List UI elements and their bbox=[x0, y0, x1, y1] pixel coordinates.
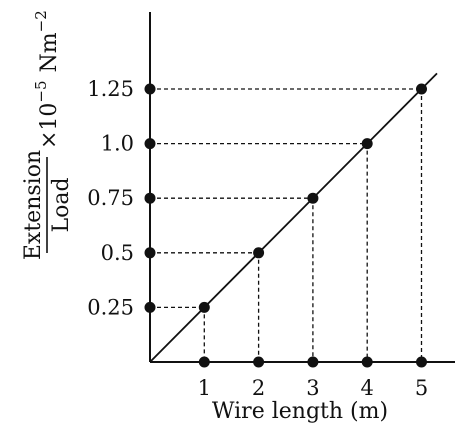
x-tick-marker bbox=[361, 356, 373, 368]
y-label-unit-power: −2 bbox=[32, 10, 50, 32]
y-axis-label: Extension Load ×10−5 Nm−2 bbox=[21, 10, 74, 260]
y-tick-label: 1.0 bbox=[101, 132, 134, 156]
y-tick-marker bbox=[144, 301, 156, 313]
y-label-unit-name: Nm bbox=[37, 32, 62, 72]
data-point bbox=[198, 301, 210, 313]
x-tick-marker bbox=[253, 356, 265, 368]
x-tick-label: 2 bbox=[252, 376, 265, 400]
y-label-denominator: Load bbox=[49, 177, 74, 232]
data-point bbox=[307, 192, 319, 204]
y-tick-marker bbox=[144, 83, 156, 95]
y-tick-label: 1.25 bbox=[87, 77, 134, 101]
x-tick-label: 1 bbox=[198, 376, 211, 400]
y-label-exponent: −5 bbox=[32, 80, 50, 102]
y-tick-label: 0.75 bbox=[87, 186, 134, 210]
y-tick-label: 0.5 bbox=[101, 241, 134, 265]
x-tick-label: 4 bbox=[361, 376, 374, 400]
y-tick-marker bbox=[144, 247, 156, 259]
guide-lines bbox=[150, 88, 423, 362]
tick-labels: 0.25 0.5 0.75 1.0 1.25 1 2 3 4 5 bbox=[87, 77, 428, 400]
data-marks bbox=[144, 83, 427, 368]
data-point bbox=[361, 138, 373, 150]
x-tick-marker bbox=[198, 356, 210, 368]
data-point bbox=[253, 247, 265, 259]
x-tick-label: 5 bbox=[415, 376, 428, 400]
x-axis-label: Wire length (m) bbox=[212, 399, 388, 424]
y-tick-marker bbox=[144, 138, 156, 150]
x-tick-marker bbox=[307, 356, 319, 368]
data-point bbox=[416, 83, 427, 95]
y-label-multiplier: ×10 bbox=[37, 103, 62, 149]
y-label-unit: ×10−5 Nm−2 bbox=[32, 10, 62, 149]
y-tick-label: 0.25 bbox=[87, 295, 134, 319]
x-tick-marker bbox=[416, 356, 427, 368]
x-tick-label: 3 bbox=[306, 376, 319, 400]
y-label-numerator: Extension bbox=[21, 150, 46, 260]
y-tick-marker bbox=[144, 192, 156, 204]
trend-line bbox=[149, 72, 438, 363]
